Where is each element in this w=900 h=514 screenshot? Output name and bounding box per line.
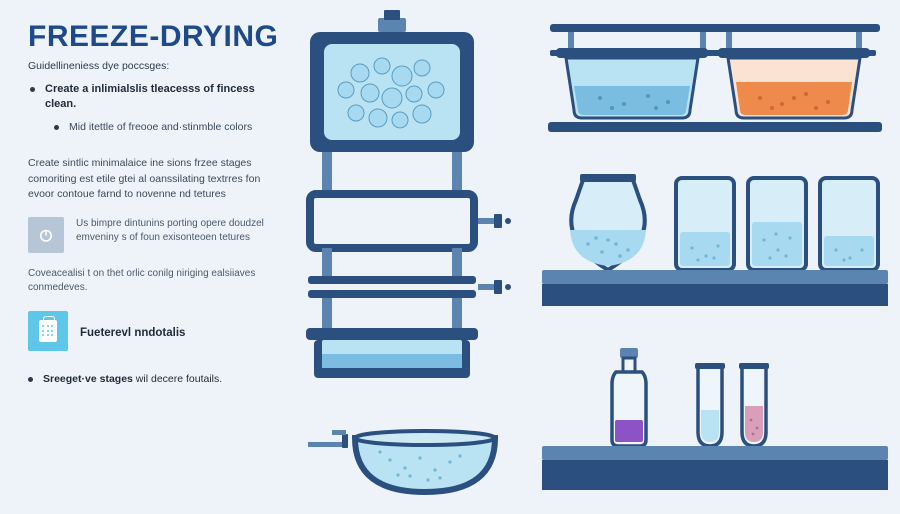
- bullet-list: Create a inlimialslis tleacesss of fince…: [30, 82, 288, 134]
- tile-caption: Us bimpre dintunins porting opere doudze…: [76, 217, 288, 245]
- clip-label: Fueterevl nndotalis: [80, 326, 185, 342]
- diagram-area: [300, 0, 900, 514]
- footer-bold: Sreeget·ve stages: [43, 373, 133, 385]
- clipboard-icon: [28, 311, 68, 351]
- paragraph: Coveacealisi t on thet orlic conilg niri…: [28, 267, 288, 295]
- shelf-top: [548, 24, 882, 132]
- footer-bullet: Sreeget·ve stages wil decere foutails.: [28, 373, 288, 385]
- bullet-item: Create a inlimialslis tleacesss of fince…: [45, 82, 288, 112]
- paragraph: Create sintlic minimalaice ine sions frz…: [28, 156, 288, 203]
- shelf-middle: [542, 174, 888, 306]
- power-icon: [28, 217, 64, 253]
- tile-row: Us bimpre dintunins porting opere doudze…: [28, 217, 288, 253]
- bullet-dot: [54, 125, 59, 130]
- page-title: FREEZE-DRYING: [28, 20, 288, 54]
- subtitle: Guidellineniess dye poccsges:: [28, 60, 288, 72]
- machine: [306, 10, 511, 378]
- shelf-bottom: [542, 348, 888, 490]
- bullet-dot: [30, 87, 35, 92]
- bowl: [308, 430, 495, 492]
- footer-rest: wil decere foutails.: [133, 373, 222, 385]
- bullet-item: Mid itettle of freooe and·stinmble color…: [69, 120, 252, 134]
- bullet-dot: [28, 377, 33, 382]
- left-column: FREEZE-DRYING Guidellineniess dye poccsg…: [28, 20, 288, 385]
